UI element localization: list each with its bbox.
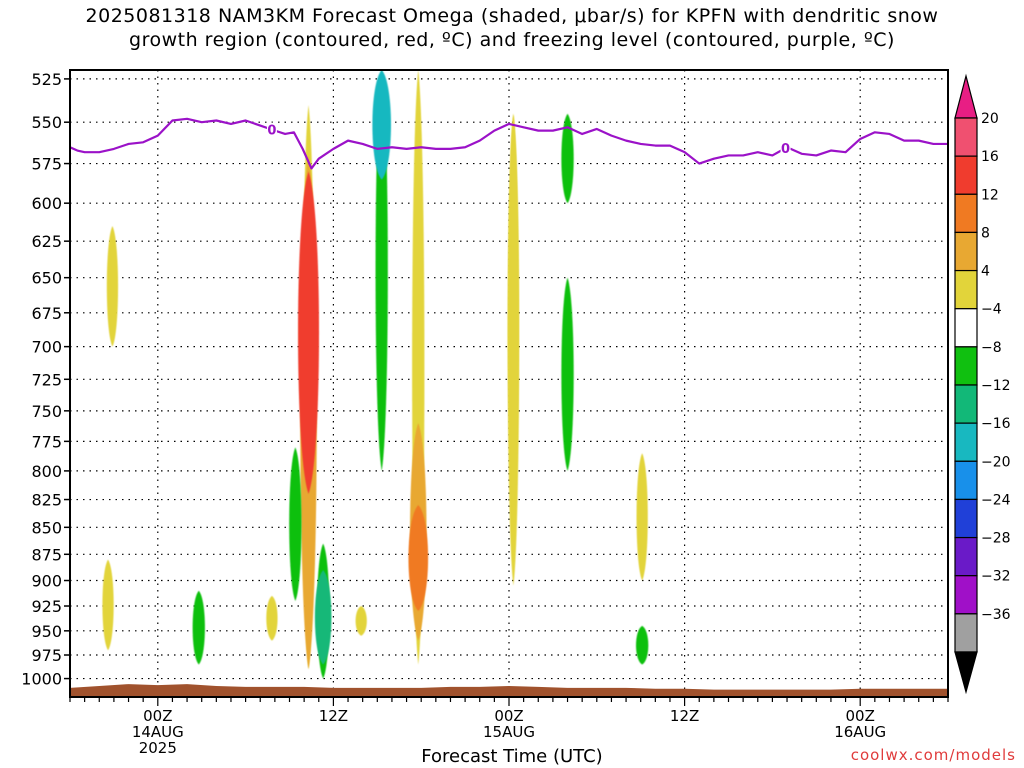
- colorbar-label-8: −16: [981, 416, 1011, 432]
- colorbar-swatch-1: [954, 155, 978, 195]
- omega-cell-6: [298, 171, 320, 494]
- terrain: [70, 684, 948, 697]
- omega-cell-2: [192, 590, 205, 665]
- colorbar-label-11: −28: [981, 531, 1011, 547]
- y-tick-label-850: 850: [31, 518, 62, 537]
- colorbar-swatch-8: [954, 422, 978, 462]
- y-tick-label-725: 725: [31, 370, 62, 389]
- colorbar-label-3: 8: [981, 225, 990, 241]
- colorbar-label-12: −32: [981, 569, 1011, 585]
- y-tick-label-575: 575: [31, 155, 62, 174]
- omega-shading: [102, 70, 649, 679]
- colorbar-label-1: 16: [981, 149, 999, 165]
- omega-cell-21: [636, 625, 649, 665]
- x-tick-label-4-1: 16AUG: [834, 723, 886, 741]
- x-axis-label: Forecast Time (UTC): [421, 746, 603, 767]
- y-tick-label-525: 525: [31, 70, 62, 89]
- colorbar-swatch-4: [954, 269, 978, 310]
- y-tick-label-800: 800: [31, 462, 62, 481]
- omega-cell-20: [636, 453, 648, 581]
- credit-text: coolwx.com/models: [850, 746, 1016, 764]
- colorbar-swatch-12: [954, 575, 978, 615]
- y-tick-label-825: 825: [31, 491, 62, 510]
- omega-cell-17: [507, 113, 520, 522]
- colorbar-swatch-9: [954, 460, 978, 501]
- omega-cell-12: [372, 70, 391, 180]
- y-tick-label-700: 700: [31, 338, 62, 357]
- freezing-level-label-1: 0: [781, 142, 790, 157]
- colorbar-label-13: −36: [981, 607, 1011, 623]
- chart-title: 2025081318 NAM3KM Forecast Omega (shaded…: [0, 4, 1024, 52]
- x-tick-label-0-1: 14AUG: [132, 723, 184, 741]
- y-tick-label-775: 775: [31, 432, 62, 451]
- x-tick-label-3-0: 12Z: [670, 707, 699, 725]
- colorbar-top-triangle: [954, 73, 978, 119]
- y-tick-label-750: 750: [31, 402, 62, 421]
- colorbar-swatch-2: [954, 193, 978, 234]
- y-tick-label-900: 900: [31, 572, 62, 591]
- colorbar-swatch-11: [954, 536, 978, 577]
- terrain-fill: [70, 684, 948, 697]
- colorbar-swatch-5: [954, 308, 978, 348]
- colorbar-swatch-7: [954, 384, 978, 424]
- axes: 525 550 575 600 625 650 675 700 725 750 775 800 825 8…: [21, 69, 949, 757]
- omega-cell-7: [289, 447, 302, 601]
- colorbar-label-4: 4: [981, 264, 990, 280]
- y-tick-label-650: 650: [31, 269, 62, 288]
- colorbar: 20 16 12 8 4 −4 −8 −12 −16 −20 −24 −28 −32 −36: [954, 73, 1011, 695]
- x-tick-label-0-2: 2025: [139, 739, 177, 757]
- x-tick-label-4-0: 00Z: [846, 707, 875, 725]
- x-tick-label-2-0: 00Z: [494, 707, 523, 725]
- omega-cell-19: [561, 277, 574, 471]
- colorbar-label-2: 12: [981, 187, 999, 203]
- colorbar-swatch-6: [954, 346, 978, 386]
- freezing-label-bg-0: [266, 122, 277, 137]
- y-tick-label-600: 600: [31, 194, 62, 213]
- colorbar-label-9: −20: [981, 454, 1011, 470]
- y-tick-label-675: 675: [31, 304, 62, 323]
- chart-title-line1: 2025081318 NAM3KM Forecast Omega (shaded…: [85, 5, 939, 27]
- colorbar-label-0: 20: [981, 111, 999, 127]
- freezing-level-label-0: 0: [267, 124, 276, 139]
- omega-cell-15: [408, 505, 429, 612]
- colorbar-swatch-10: [954, 498, 978, 539]
- x-tick-label-0-0: 00Z: [143, 707, 172, 725]
- colorbar-bottom-triangle: [954, 651, 978, 695]
- omega-cell-10: [355, 606, 367, 636]
- freezing-label-bg-1: [780, 141, 791, 156]
- x-tick-label-2-1: 15AUG: [483, 723, 535, 741]
- y-tick-label-1000: 1000: [21, 670, 62, 689]
- y-tick-label-925: 925: [31, 597, 62, 616]
- y-tick-label-550: 550: [31, 113, 62, 132]
- colorbar-label-6: −8: [981, 340, 1002, 356]
- colorbar-label-7: −12: [981, 378, 1011, 394]
- y-tick-label-875: 875: [31, 545, 62, 564]
- colorbar-label-10: −24: [981, 492, 1011, 508]
- y-tick-label-950: 950: [31, 622, 62, 641]
- colorbar-swatch-3: [954, 231, 978, 272]
- omega-cell-0: [106, 226, 119, 347]
- x-tick-label-1-0: 12Z: [319, 707, 348, 725]
- omega-cell-9: [314, 570, 332, 665]
- omega-cell-3: [266, 595, 278, 641]
- chart-title-line2: growth region (contoured, red, ºC) and f…: [129, 29, 895, 51]
- freezing-level-line: [70, 117, 948, 170]
- freezing-level-contour: 00: [70, 117, 948, 170]
- colorbar-label-5: −4: [981, 302, 1002, 318]
- y-tick-label-975: 975: [31, 646, 62, 665]
- colorbar-swatch-13: [954, 613, 978, 653]
- y-tick-label-625: 625: [31, 232, 62, 251]
- omega-cell-18: [561, 113, 574, 204]
- colorbar-swatch-0: [954, 117, 978, 157]
- omega-cell-1: [102, 559, 114, 651]
